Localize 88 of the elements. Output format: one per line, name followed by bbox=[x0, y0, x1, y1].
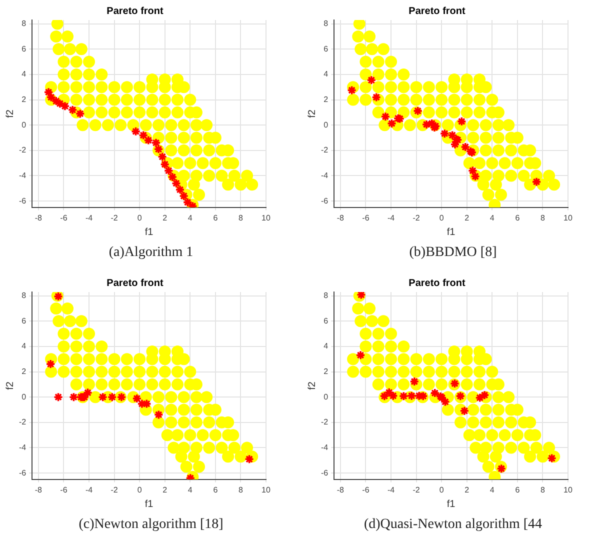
x-tick-label: 4 bbox=[490, 213, 495, 222]
x-tick-label: 0 bbox=[439, 213, 444, 222]
x-tick-label: -8 bbox=[34, 213, 43, 222]
x-tick-label: 6 bbox=[213, 213, 218, 222]
x-tick-label: 10 bbox=[262, 485, 271, 494]
x-tick-label: 0 bbox=[137, 485, 142, 494]
x-tick-label: -2 bbox=[110, 213, 118, 222]
x-tick-label: 6 bbox=[213, 485, 218, 494]
x-tick-label: 8 bbox=[238, 485, 244, 494]
x-tick-label: 2 bbox=[162, 213, 168, 222]
x-tick-label: -6 bbox=[362, 485, 370, 494]
y-tick-label: 8 bbox=[22, 19, 27, 28]
x-axis-title: f1 bbox=[446, 226, 456, 238]
y-axis-title: f2 bbox=[306, 381, 318, 390]
x-tick-label: -2 bbox=[412, 213, 420, 222]
x-tick-label: -4 bbox=[387, 213, 396, 222]
chart-title: Pareto front bbox=[408, 6, 466, 17]
x-axis-title: f1 bbox=[446, 498, 456, 510]
y-tick-label: 6 bbox=[324, 316, 329, 326]
x-tick-label: 8 bbox=[238, 213, 244, 222]
x-tick-label: -6 bbox=[362, 213, 370, 222]
y-tick-label: -6 bbox=[320, 468, 329, 478]
x-tick-label: -8 bbox=[336, 213, 345, 222]
x-tick-label: 2 bbox=[464, 485, 470, 494]
x-tick-label: 10 bbox=[564, 485, 573, 494]
y-axis-title: f2 bbox=[306, 109, 318, 118]
y-tick-label: -4 bbox=[320, 170, 329, 180]
x-tick-label: -8 bbox=[34, 485, 43, 494]
text: (b)BBDMO [8] bbox=[408, 244, 498, 262]
y-tick-label: 8 bbox=[22, 291, 27, 300]
y-tick-label: -4 bbox=[18, 170, 27, 180]
chart-title: Pareto front bbox=[106, 6, 164, 17]
x-tick-label: 6 bbox=[515, 485, 520, 494]
y-tick-label: -4 bbox=[320, 442, 329, 452]
x-tick-label: -4 bbox=[85, 213, 94, 222]
x-tick-label: -6 bbox=[60, 485, 68, 494]
y-axis-title: f2 bbox=[4, 381, 16, 390]
y-tick-label: 8 bbox=[324, 19, 329, 28]
x-tick-label: -4 bbox=[85, 485, 94, 494]
y-tick-label: 4 bbox=[22, 342, 27, 351]
y-tick-label: 6 bbox=[22, 44, 27, 54]
y-tick-label: 6 bbox=[324, 44, 329, 54]
y-tick-label: 0 bbox=[22, 392, 27, 402]
y-tick-label: -6 bbox=[18, 196, 27, 206]
x-tick-label: -2 bbox=[412, 485, 420, 494]
chart-title: Pareto front bbox=[106, 278, 164, 289]
x-tick-label: 10 bbox=[564, 213, 573, 222]
x-tick-label: 2 bbox=[162, 485, 168, 494]
x-tick-label: 8 bbox=[540, 213, 546, 222]
x-tick-label: -6 bbox=[60, 213, 68, 222]
x-tick-label: 0 bbox=[137, 213, 142, 222]
y-tick-label: 2 bbox=[22, 366, 27, 376]
text: (c)Newton algorithm [18] bbox=[78, 516, 224, 534]
y-tick-label: 4 bbox=[22, 70, 27, 79]
x-tick-label: -8 bbox=[336, 485, 345, 494]
x-axis-title: f1 bbox=[144, 226, 154, 238]
x-tick-label: 10 bbox=[262, 213, 271, 222]
y-tick-label: -6 bbox=[320, 196, 329, 206]
text: (a)Algorithm 1 bbox=[108, 244, 194, 262]
x-tick-label: 2 bbox=[464, 213, 470, 222]
y-tick-label: 8 bbox=[324, 291, 329, 300]
chart-title: Pareto front bbox=[408, 278, 466, 289]
y-tick-label: 0 bbox=[22, 120, 27, 130]
x-tick-label: 4 bbox=[188, 213, 193, 222]
text: (d)Quasi-Newton algorithm [44 bbox=[362, 516, 544, 534]
x-tick-label: -4 bbox=[387, 485, 396, 494]
x-tick-label: 0 bbox=[439, 485, 444, 494]
y-tick-label: 4 bbox=[324, 70, 329, 79]
y-tick-label: -2 bbox=[320, 146, 329, 155]
y-tick-label: -4 bbox=[18, 442, 27, 452]
y-tick-label: -6 bbox=[18, 468, 27, 478]
y-tick-label: 2 bbox=[324, 366, 329, 376]
y-tick-label: -2 bbox=[18, 418, 27, 427]
y-tick-label: 6 bbox=[22, 316, 27, 326]
y-tick-label: -2 bbox=[320, 418, 329, 427]
y-tick-label: 0 bbox=[324, 120, 329, 130]
x-tick-label: 4 bbox=[490, 485, 495, 494]
y-tick-label: 2 bbox=[22, 94, 27, 104]
y-tick-label: 2 bbox=[324, 94, 329, 104]
x-tick-label: 6 bbox=[515, 213, 520, 222]
x-axis-title: f1 bbox=[144, 498, 154, 510]
x-tick-label: 4 bbox=[188, 485, 193, 494]
x-tick-label: -2 bbox=[110, 485, 118, 494]
y-axis-title: f2 bbox=[4, 109, 16, 118]
y-tick-label: -2 bbox=[18, 146, 27, 155]
y-tick-label: 4 bbox=[324, 342, 329, 351]
x-tick-label: 8 bbox=[540, 485, 546, 494]
y-tick-label: 0 bbox=[324, 392, 329, 402]
